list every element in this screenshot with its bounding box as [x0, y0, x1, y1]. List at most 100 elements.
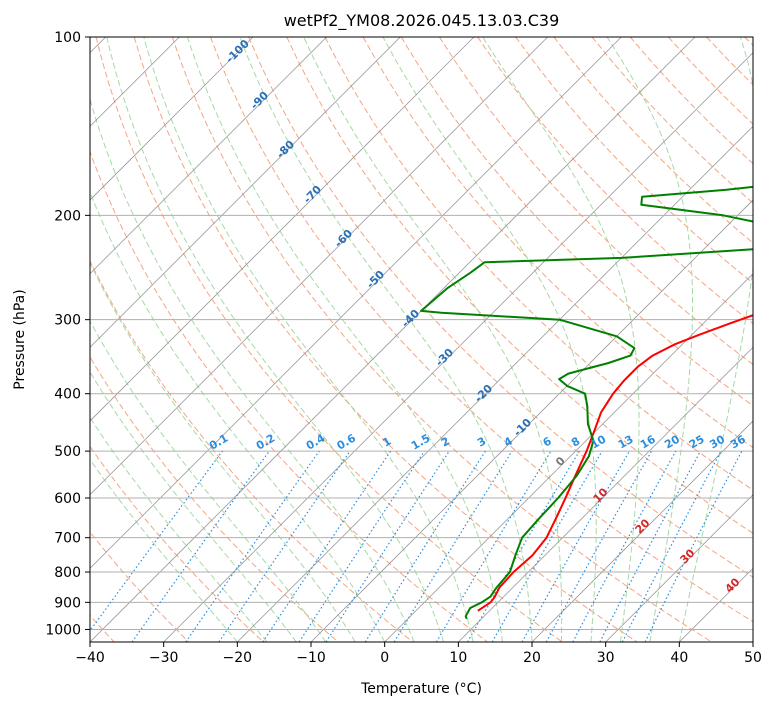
- temperature-profile: [477, 314, 753, 612]
- mixing-ratio-line: [466, 450, 580, 642]
- chart-title: wetPf2_YM08.2026.045.13.03.C39: [284, 11, 560, 31]
- mixing-ratio-line: [185, 450, 320, 642]
- mixing-ratio-label: 0.4: [304, 431, 328, 452]
- mixing-ratio-label: 16: [638, 432, 658, 451]
- isotherm-line: [310, 199, 753, 642]
- dry-adiabat-label: -50: [364, 268, 387, 291]
- x-tick-label: 20: [523, 650, 541, 666]
- mixing-ratio-label: 4: [502, 434, 515, 449]
- dry-adiabat-label: 0: [553, 454, 568, 469]
- mixing-ratio-line: [545, 450, 653, 642]
- moist-adiabat-line: [187, 37, 503, 642]
- mixing-ratio-label: 30: [707, 432, 727, 451]
- isotherm-line: [90, 37, 696, 642]
- mixing-ratio-label: 6: [541, 434, 554, 449]
- mixing-ratio-label: 3: [475, 435, 488, 450]
- isotherm-line: [605, 494, 753, 642]
- isotherm-line: [90, 37, 548, 496]
- dry-adiabat-label: 30: [678, 546, 698, 566]
- moist-adiabat-line: [382, 37, 597, 642]
- isotherm-line: [679, 567, 753, 642]
- isotherm-line: [90, 37, 401, 348]
- mixing-ratio-line: [131, 450, 270, 642]
- mixing-ratio-line: [262, 450, 392, 642]
- background-lines: [90, 37, 753, 642]
- moist-adiabat-line: [678, 37, 753, 642]
- isotherm-line: [90, 37, 475, 422]
- dry-adiabat-label: -90: [248, 89, 271, 112]
- x-tick-label: 10: [449, 650, 467, 666]
- isotherm-line: [90, 37, 327, 275]
- isopleth-labels: 0.1 0.2 0.4 0.6 1 1.5 2 3 4 6 8 10 13 16 20 25 30 36-100-…: [207, 37, 748, 596]
- dry-adiabat-line: [90, 259, 414, 642]
- moist-adiabat-line: [143, 37, 474, 642]
- moist-adiabat-line: [106, 37, 445, 642]
- mixing-ratio-label: 0.1: [207, 432, 230, 453]
- x-axis-title: Temperature (°C): [360, 681, 482, 697]
- dry-adiabat-label: 10: [591, 485, 611, 505]
- dry-adiabat-label: -20: [472, 382, 495, 405]
- dry-adiabat-line: [248, 37, 753, 578]
- dry-adiabat-line: [286, 37, 753, 534]
- dry-adiabat-label: -10: [511, 416, 534, 439]
- y-tick-label: 400: [54, 387, 81, 403]
- x-tick-label: 30: [597, 650, 615, 666]
- mixing-ratio-line: [644, 450, 743, 642]
- y-tick-label: 700: [54, 531, 81, 547]
- series-layer: [420, 185, 753, 620]
- x-tick-label: 40: [670, 650, 688, 666]
- y-tick-label: 900: [54, 595, 81, 611]
- moist-adiabat-line: [90, 370, 297, 642]
- dry-adiabat-label: -60: [332, 227, 355, 250]
- mixing-ratio-label: 1.5: [409, 432, 432, 453]
- moist-adiabat-line: [90, 261, 356, 642]
- x-tick-label: 0: [380, 650, 389, 666]
- isotherm-line: [458, 346, 753, 642]
- y-tick-label: 600: [54, 491, 81, 507]
- dry-adiabat-label: 20: [633, 516, 653, 536]
- isotherm-line: [90, 37, 622, 569]
- dry-adiabat-line: [744, 37, 753, 47]
- y-axis-title: Pressure (hPa): [12, 289, 28, 389]
- moist-adiabat-line: [90, 97, 415, 642]
- moist-adiabat-line: [90, 458, 238, 642]
- isotherm-line: [90, 37, 254, 201]
- moist-adiabat-line: [606, 37, 694, 642]
- dry-adiabat-line: [90, 445, 264, 642]
- dewpoint-profile: [420, 185, 753, 620]
- y-tick-label: 200: [54, 208, 81, 224]
- x-axis: −40 −30 −20 −10 0 10 20 30 40 50: [75, 642, 762, 666]
- y-tick-label: 500: [54, 444, 81, 460]
- x-tick-label: −40: [75, 650, 105, 666]
- mixing-ratio-label: 2: [439, 435, 452, 450]
- plot-frame: [89, 36, 754, 643]
- isotherm-line: [237, 125, 753, 642]
- mixing-ratio-line: [521, 450, 631, 642]
- dry-adiabat-line: [171, 37, 712, 642]
- isotherm-line: [531, 420, 753, 642]
- dry-adiabat-line: [324, 37, 753, 491]
- mixing-ratio-label: 25: [687, 433, 707, 452]
- y-tick-label: 1000: [45, 622, 81, 638]
- dry-adiabat-label: -80: [274, 138, 297, 161]
- mixing-ratio-line: [435, 450, 552, 642]
- dry-adiabat-label: -70: [301, 183, 324, 206]
- moist-adiabat-line: [482, 37, 640, 642]
- mixing-ratio-label: 0.2: [254, 432, 277, 453]
- mixing-ratio-label: 8: [569, 435, 582, 450]
- mixing-ratio-line: [90, 450, 223, 632]
- dry-adiabat-line: [90, 150, 488, 642]
- dry-adiabat-label: -30: [433, 346, 456, 369]
- dry-adiabat-line: [400, 37, 753, 407]
- y-tick-label: 300: [54, 313, 81, 329]
- mixing-ratio-label: 13: [616, 433, 636, 452]
- dry-adiabat-line: [90, 356, 339, 642]
- dry-adiabat-line: [515, 37, 753, 284]
- mixing-ratio-label: 0.6: [335, 431, 359, 452]
- moist-adiabat-line: [239, 37, 533, 642]
- moist-adiabat-line: [90, 416, 268, 642]
- mixing-ratio-line: [218, 450, 351, 642]
- y-tick-label: 100: [54, 30, 81, 46]
- isotherm-line: [752, 641, 753, 642]
